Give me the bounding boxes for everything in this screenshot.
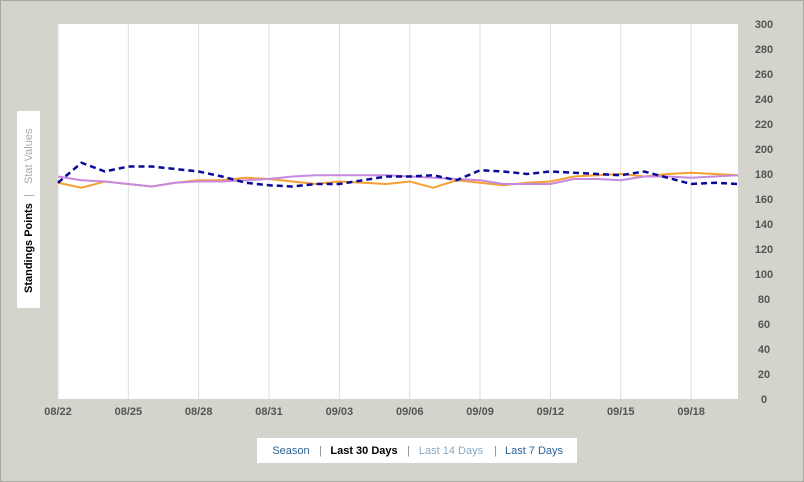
y-tick-label: 120 [755,244,773,256]
range-tab[interactable]: Last 7 Days [505,445,564,457]
side-tab[interactable]: Standings Points [23,203,35,293]
series-line [57,161,739,188]
x-tick-label: 09/03 [326,406,354,418]
tab-separator: | [494,445,497,457]
y-tick-label: 40 [758,344,770,356]
y-tick-label: 0 [761,394,767,406]
y-tick-label: 140 [755,219,773,231]
side-tab-box [17,111,40,308]
y-tick-label: 100 [755,269,773,281]
y-tick-label: 260 [755,69,773,81]
range-tab[interactable]: Last 14 Days [419,445,484,457]
y-tick-label: 300 [755,19,773,31]
y-tick-label: 20 [758,369,770,381]
x-tick-label: 09/09 [466,406,494,418]
x-tick-label: 09/12 [537,406,565,418]
range-tab[interactable]: Last 30 Days [330,445,397,457]
y-tick-label: 80 [758,294,770,306]
x-tick-label: 09/15 [607,406,635,418]
x-tick-label: 08/31 [255,406,283,418]
side-tab[interactable]: Stat Values [23,128,35,184]
y-tick-label: 240 [755,94,773,106]
tab-separator: | [319,445,322,457]
y-tick-label: 160 [755,194,773,206]
range-tab-box [257,438,577,463]
side-tab-separator: | [23,194,35,197]
y-tick-label: 220 [755,119,773,131]
x-tick-label: 09/18 [677,406,705,418]
x-tick-label: 08/22 [44,406,72,418]
tab-separator: | [407,445,410,457]
x-tick-label: 08/28 [185,406,213,418]
y-tick-label: 60 [758,319,770,331]
x-tick-label: 09/06 [396,406,424,418]
x-tick-label: 08/25 [115,406,143,418]
range-tab[interactable]: Season [272,445,309,457]
y-tick-label: 280 [755,44,773,56]
plot-area [58,24,738,399]
y-tick-label: 180 [755,169,773,181]
y-tick-label: 200 [755,144,773,156]
